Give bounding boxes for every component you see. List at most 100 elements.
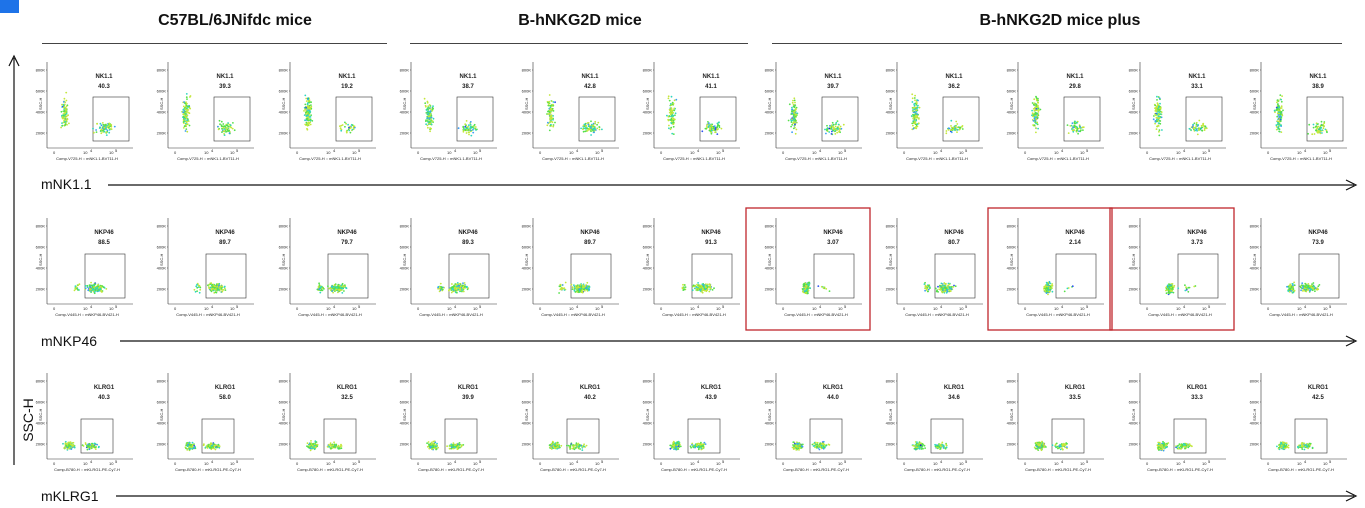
gate-percentage: 40.2 (584, 395, 596, 401)
plot-x-axis-title: Comp-B780-H :: mKLRG1-PE-Cy7-H (540, 467, 606, 472)
event-dot (1158, 97, 1161, 100)
plot-x-axis-title: Comp-B780-H :: mKLRG1-PE-Cy7-H (297, 467, 363, 472)
event-dot (462, 126, 465, 129)
event-dot (1154, 113, 1157, 116)
event-dot (1277, 104, 1280, 107)
event-dot (1184, 289, 1187, 292)
event-dot (667, 95, 670, 98)
event-dot (308, 114, 311, 116)
plot-x-axis-title: Comp-V445-H :: mNKP46-BV421-H (176, 312, 240, 317)
gate-percentage: 38.9 (1312, 84, 1324, 90)
plot-y-axis-title: SSC-H (767, 253, 772, 266)
group-title-c57bl: C57BL/6JNifdc mice (158, 12, 312, 29)
event-dot (428, 122, 430, 125)
event-dot (73, 289, 76, 292)
event-dot (1201, 126, 1204, 129)
plot-x-axis-title: Comp-B780-H :: mKLRG1-PE-Cy7-H (418, 467, 484, 472)
event-dot (1305, 290, 1308, 293)
event-dot (229, 126, 232, 128)
event-dot (193, 288, 196, 291)
event-dot (1037, 107, 1040, 110)
y-tick-label: 200K (157, 287, 167, 292)
event-dot (345, 131, 348, 134)
event-dot (184, 105, 187, 108)
event-dot (223, 125, 226, 128)
plot-x-axis-title: Comp-V445-H :: mNKP46-BV421-H (1026, 312, 1090, 317)
event-dot (1277, 109, 1280, 112)
y-tick-label: 800K (522, 68, 532, 73)
x-tick-label: 4 (1304, 304, 1307, 309)
y-tick-label: 200K (886, 287, 896, 292)
event-dot (87, 444, 90, 447)
event-dot (1154, 120, 1157, 122)
x-tick-label: 5 (965, 304, 968, 309)
event-dot (788, 103, 791, 106)
event-dot (598, 126, 601, 128)
event-dot (105, 131, 107, 134)
y-tick-label: 600K (765, 89, 775, 94)
gate-name: NK1.1 (824, 74, 842, 80)
vertical-axis-arrowhead (8, 54, 20, 67)
event-dot (555, 446, 558, 449)
event-dot (1198, 119, 1201, 122)
event-dot (1280, 105, 1283, 108)
event-dot (1158, 130, 1160, 133)
event-dot (911, 101, 914, 103)
event-dot (456, 285, 458, 288)
event-dot (463, 128, 465, 131)
event-dot (337, 283, 340, 286)
event-dot (191, 441, 194, 444)
event-dot (952, 286, 955, 288)
event-dot (807, 284, 810, 286)
event-dot (87, 289, 90, 292)
y-tick-label: 600K (157, 89, 167, 94)
event-dot (710, 132, 713, 135)
x-tick-label: 5 (358, 459, 361, 464)
x-tick-label: 10 (595, 306, 600, 311)
event-dot (912, 110, 914, 112)
event-dot (1320, 124, 1323, 127)
event-dot (426, 117, 429, 119)
event-dot (1280, 98, 1282, 101)
event-dot (1154, 104, 1157, 107)
event-dot (1035, 95, 1037, 98)
event-dot (1320, 120, 1323, 123)
event-dot (941, 290, 943, 293)
event-dot (961, 125, 964, 127)
event-dot (1035, 131, 1037, 134)
event-dot (61, 124, 64, 127)
x-tick-label: 10 (933, 150, 938, 155)
event-dot (552, 103, 554, 106)
event-dot (1043, 289, 1046, 292)
event-dot (806, 287, 809, 289)
event-dot (956, 131, 958, 134)
y-tick-label: 400K (400, 421, 410, 426)
event-dot (97, 289, 99, 292)
x-tick-label: 5 (1086, 148, 1089, 153)
y-tick-label: 800K (765, 68, 775, 73)
event-dot (1184, 284, 1186, 287)
event-dot (307, 105, 310, 108)
event-dot (914, 99, 916, 102)
event-dot (221, 127, 223, 130)
event-dot (108, 131, 111, 134)
event-dot (1037, 111, 1040, 113)
event-dot (345, 130, 348, 133)
event-dot (578, 443, 581, 446)
event-dot (586, 288, 588, 291)
event-dot (791, 110, 793, 112)
event-dot (432, 117, 435, 120)
event-dot (304, 94, 307, 97)
event-dot (340, 287, 342, 290)
event-dot (1291, 288, 1293, 291)
event-dot (182, 111, 185, 114)
event-dot (222, 130, 225, 133)
x-tick-label: 0 (296, 461, 299, 466)
event-dot (341, 287, 344, 290)
event-dot (65, 105, 68, 108)
gate-percentage: 39.9 (462, 395, 474, 401)
x-tick-label: 5 (358, 304, 361, 309)
event-dot (1048, 291, 1051, 293)
